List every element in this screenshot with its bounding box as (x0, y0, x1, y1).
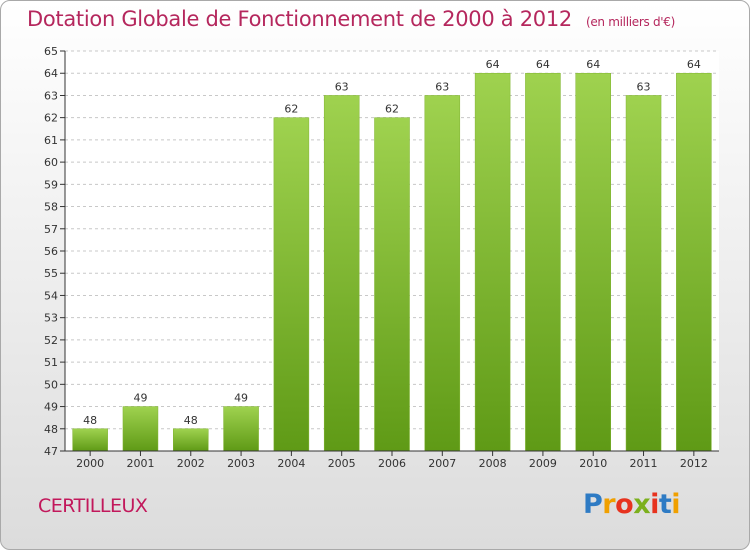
y-tick-label: 50 (44, 378, 58, 391)
x-tick-label: 2003 (227, 457, 255, 470)
bar (122, 406, 159, 452)
x-tick-label: 2011 (630, 457, 658, 470)
bar-value-label: 63 (637, 80, 651, 93)
bar-value-label: 62 (385, 103, 399, 116)
x-tick-label: 2010 (579, 457, 607, 470)
x-tick-label: 2005 (328, 457, 356, 470)
x-tick-label: 2001 (126, 457, 154, 470)
bar-value-label: 64 (687, 58, 701, 71)
x-tick-label: 2007 (428, 457, 456, 470)
x-tick-label: 2008 (479, 457, 507, 470)
logo-letter: x (633, 489, 651, 520)
y-tick-label: 64 (44, 67, 58, 80)
bar-value-label: 64 (586, 58, 600, 71)
bar-value-label: 64 (536, 58, 550, 71)
bar (575, 72, 611, 452)
commune-name: CERTILLEUX (38, 495, 148, 517)
y-tick-label: 56 (44, 245, 58, 258)
y-tick-label: 61 (44, 134, 58, 147)
bar (223, 406, 259, 452)
y-tick-label: 51 (44, 356, 58, 369)
bar (525, 72, 561, 452)
x-tick-label: 2009 (529, 457, 557, 470)
bar (273, 117, 310, 452)
logo-letter: t (658, 489, 672, 520)
proxiti-logo[interactable]: Proxiti (583, 489, 681, 520)
bar-value-label: 64 (486, 58, 500, 71)
bar (474, 72, 511, 452)
bar (676, 72, 712, 452)
logo-letter: i (650, 489, 659, 520)
bar (424, 95, 461, 452)
bar (625, 95, 662, 452)
y-tick-label: 58 (44, 201, 58, 214)
bar-value-label: 48 (83, 414, 97, 427)
y-tick-label: 53 (44, 312, 58, 325)
bar-value-label: 49 (234, 392, 248, 405)
y-tick-label: 55 (44, 267, 58, 280)
y-tick-label: 49 (44, 401, 58, 414)
y-tick-label: 52 (44, 334, 58, 347)
x-tick-label: 2004 (277, 457, 305, 470)
x-tick-label: 2012 (680, 457, 708, 470)
y-tick-label: 62 (44, 112, 58, 125)
bar (72, 428, 108, 452)
bar-value-label: 48 (184, 414, 198, 427)
bar-value-label: 63 (435, 80, 449, 93)
chart-title: Dotation Globale de Fonctionnement de 20… (27, 7, 675, 31)
x-tick-label: 2002 (177, 457, 205, 470)
y-tick-label: 60 (44, 156, 58, 169)
y-tick-label: 59 (44, 178, 58, 191)
x-tick-label: 2000 (76, 457, 104, 470)
y-tick-label: 57 (44, 223, 58, 236)
y-tick-label: 65 (44, 45, 58, 58)
bar (173, 428, 209, 452)
y-tick-label: 63 (44, 89, 58, 102)
logo-letter: i (671, 489, 681, 520)
y-tick-label: 48 (44, 423, 58, 436)
y-tick-label: 47 (44, 445, 58, 458)
y-tick-label: 54 (44, 289, 58, 302)
logo-letter: r (602, 489, 616, 520)
bar-value-label: 62 (284, 103, 298, 116)
bar-value-label: 63 (335, 80, 349, 93)
bar-value-label: 49 (133, 392, 147, 405)
logo-letter: P (583, 489, 603, 520)
x-tick-label: 2006 (378, 457, 406, 470)
logo-letter: o (615, 489, 634, 520)
bar (323, 95, 360, 452)
bar (374, 117, 410, 452)
chart-unit: (en milliers d'€) (585, 15, 675, 29)
